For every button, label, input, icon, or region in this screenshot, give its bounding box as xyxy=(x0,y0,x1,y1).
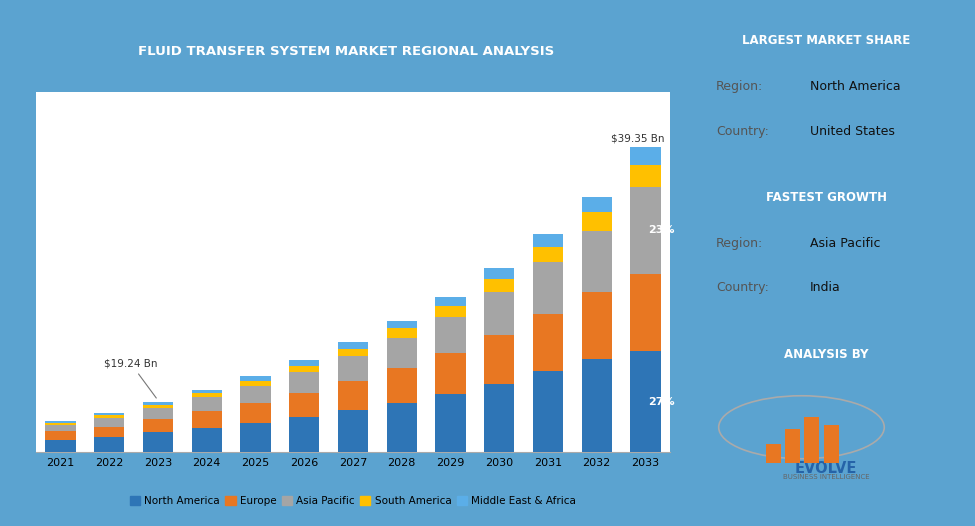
Bar xyxy=(484,279,514,292)
Bar xyxy=(290,366,320,372)
Bar xyxy=(143,408,174,419)
Bar xyxy=(191,428,221,452)
Text: $19.24 Bn: $19.24 Bn xyxy=(104,359,158,398)
Bar xyxy=(94,416,125,418)
Bar xyxy=(630,351,660,452)
Bar xyxy=(435,297,466,306)
Bar xyxy=(581,292,611,359)
Text: North America: North America xyxy=(810,80,900,93)
Bar xyxy=(143,419,174,432)
Bar xyxy=(581,231,611,292)
Bar xyxy=(386,403,417,452)
Bar xyxy=(240,386,270,403)
Bar xyxy=(143,432,174,452)
Bar xyxy=(191,411,221,428)
Bar xyxy=(630,187,660,274)
Text: 27%: 27% xyxy=(647,397,675,407)
Bar xyxy=(824,425,838,463)
Bar xyxy=(338,410,369,452)
Bar xyxy=(290,360,320,366)
Text: Country:: Country: xyxy=(716,125,769,138)
Text: $39.35 Bn: $39.35 Bn xyxy=(611,133,665,143)
Bar xyxy=(240,381,270,386)
Bar xyxy=(435,306,466,317)
Bar xyxy=(386,368,417,403)
Bar xyxy=(435,353,466,394)
Bar xyxy=(581,359,611,452)
Text: Region:: Region: xyxy=(716,80,763,93)
Bar xyxy=(484,292,514,335)
Bar xyxy=(338,349,369,356)
Bar xyxy=(386,338,417,368)
Bar xyxy=(191,398,221,411)
Bar xyxy=(630,147,660,165)
Text: Asia Pacific: Asia Pacific xyxy=(810,237,880,250)
Bar xyxy=(338,381,369,410)
Bar xyxy=(484,335,514,383)
Bar xyxy=(532,262,563,314)
Text: FASTEST GROWTH: FASTEST GROWTH xyxy=(765,191,887,204)
Text: ANALYSIS BY: ANALYSIS BY xyxy=(784,348,869,361)
Text: United States: United States xyxy=(810,125,895,138)
Text: LARGEST MARKET SHARE: LARGEST MARKET SHARE xyxy=(742,34,911,47)
Bar xyxy=(532,234,563,247)
Text: FLUID TRANSFER SYSTEM MARKET REGIONAL ANALYSIS: FLUID TRANSFER SYSTEM MARKET REGIONAL AN… xyxy=(137,45,554,58)
Bar xyxy=(785,429,800,463)
Bar xyxy=(630,165,660,187)
Legend: North America, Europe, Asia Pacific, South America, Middle East & Africa: North America, Europe, Asia Pacific, Sou… xyxy=(126,492,580,510)
Bar xyxy=(94,413,125,416)
Text: EVOLVE: EVOLVE xyxy=(796,461,857,476)
Bar xyxy=(46,421,76,422)
Bar xyxy=(191,393,221,398)
Bar xyxy=(338,342,369,349)
Bar xyxy=(435,394,466,452)
Bar xyxy=(143,404,174,408)
Bar xyxy=(143,402,174,404)
Text: India: India xyxy=(810,281,840,295)
Bar xyxy=(765,444,781,463)
Bar xyxy=(532,247,563,262)
Bar xyxy=(240,377,270,381)
Bar xyxy=(532,314,563,371)
Bar xyxy=(804,417,819,463)
Bar xyxy=(46,424,76,431)
Bar xyxy=(94,437,125,452)
Bar xyxy=(386,321,417,328)
Bar xyxy=(240,403,270,423)
Bar xyxy=(581,212,611,231)
Bar xyxy=(46,422,76,424)
Bar xyxy=(290,392,320,417)
Bar xyxy=(46,440,76,452)
Text: Country:: Country: xyxy=(716,281,769,295)
Bar xyxy=(290,417,320,452)
Bar xyxy=(630,274,660,351)
Bar xyxy=(484,268,514,279)
Bar xyxy=(46,431,76,440)
Bar xyxy=(338,356,369,381)
Text: 23%: 23% xyxy=(647,225,675,235)
Bar xyxy=(484,383,514,452)
Bar xyxy=(532,371,563,452)
Bar xyxy=(94,418,125,427)
Bar xyxy=(240,423,270,452)
Bar xyxy=(581,197,611,212)
Bar xyxy=(94,427,125,437)
Bar xyxy=(435,317,466,353)
Bar xyxy=(386,328,417,338)
Text: Region:: Region: xyxy=(716,237,763,250)
Bar xyxy=(290,372,320,392)
Bar xyxy=(191,390,221,393)
Text: BUSINESS INTELLIGENCE: BUSINESS INTELLIGENCE xyxy=(783,474,870,480)
